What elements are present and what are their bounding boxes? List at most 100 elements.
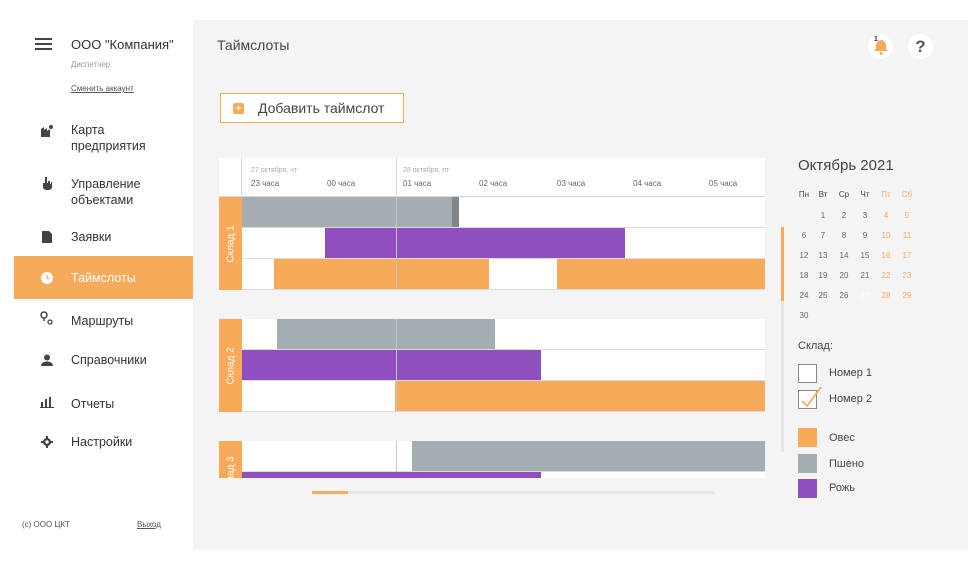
calendar-day[interactable]: 29 <box>902 291 912 300</box>
warehouse-group: Склад 1 <box>219 197 765 290</box>
warehouse-label: Склад 2 <box>219 319 242 412</box>
route-pin-icon <box>40 311 54 325</box>
sidebar-item-objects[interactable]: Управление объектами <box>14 176 193 212</box>
calendar-day[interactable]: 10 <box>881 231 891 240</box>
clock-icon <box>40 271 54 285</box>
calendar-day[interactable]: 20 <box>839 271 849 280</box>
logout-link[interactable]: Выход <box>137 520 161 529</box>
add-timeslot-label: Добавить таймслот <box>258 100 385 116</box>
calendar-day[interactable]: 26 <box>839 291 849 300</box>
add-timeslot-button[interactable]: + Добавить таймслот <box>220 93 404 123</box>
timeslot-bar-rye[interactable] <box>325 228 625 258</box>
timeline-hour: 02 часа <box>479 179 508 188</box>
warehouse-name: Склад 1 <box>225 224 236 263</box>
calendar-weekday: Чт <box>860 190 870 199</box>
calendar-day[interactable]: 22 <box>881 271 891 280</box>
horizontal-scroll-thumb[interactable] <box>312 491 348 494</box>
timeline-row <box>242 350 765 381</box>
timeslot-bar-rye[interactable] <box>242 472 541 478</box>
calendar-day[interactable]: 14 <box>839 251 849 260</box>
timeline-hour: 23 часа <box>251 179 280 188</box>
calendar-day[interactable]: 13 <box>818 251 828 260</box>
timeline-corner <box>219 158 242 197</box>
timeline-row <box>242 441 765 472</box>
calendar-day[interactable]: 25 <box>818 291 828 300</box>
sidebar-item-reports[interactable]: Отчеты <box>14 394 193 412</box>
menu-icon[interactable] <box>35 38 52 50</box>
day-divider <box>396 319 397 412</box>
calendar-weekday: Ср <box>838 190 850 199</box>
calendar-day[interactable]: 24 <box>799 291 809 300</box>
notifications-button[interactable]: 1 <box>868 34 893 59</box>
factory-map-icon <box>40 124 54 138</box>
day-divider <box>396 197 397 290</box>
sidebar-item-label: Отчеты <box>71 397 115 411</box>
calendar-day[interactable]: 16 <box>881 251 891 260</box>
sidebar-item-label: Таймслоты <box>71 271 136 285</box>
calendar-day[interactable]: 9 <box>862 231 868 240</box>
legend-label: Овес <box>829 432 855 444</box>
calendar-day[interactable]: 23 <box>902 271 912 280</box>
timeline-hour: 03 часа <box>557 179 586 188</box>
calendar-weekday: Вт <box>818 190 828 199</box>
timeline-hour: 00 часа <box>327 179 356 188</box>
vertical-scrollbar[interactable] <box>781 227 784 452</box>
timeslot-bar-millet[interactable] <box>242 197 459 227</box>
main-panel: Таймслоты 1 ? + Добавить таймслот 27 окт… <box>193 20 968 550</box>
sidebar-item-directories[interactable]: Справочники <box>14 352 193 370</box>
calendar-day[interactable]: 28 <box>881 291 891 300</box>
sidebar-item-settings[interactable]: Настройки <box>14 434 193 452</box>
horizontal-scrollbar[interactable] <box>312 491 715 494</box>
warehouse-label: Склад 3 <box>219 441 242 478</box>
bell-icon <box>873 39 888 55</box>
timeslot-bar-rye[interactable] <box>242 350 541 380</box>
legend-swatch-oats <box>798 428 817 447</box>
calendar-day[interactable]: 8 <box>841 231 847 240</box>
checkbox-label: Номер 1 <box>829 367 873 379</box>
help-button[interactable]: ? <box>908 34 933 59</box>
timeslot-handle[interactable] <box>452 197 459 227</box>
timeslot-bar-oats[interactable] <box>395 381 765 411</box>
user-role: Диспетчер <box>71 60 111 69</box>
timeslot-bar-millet[interactable] <box>412 441 765 471</box>
user-icon <box>40 353 54 367</box>
timeslot-timeline: 27 октября, чт 28 октября, пт 23 часа 00… <box>219 158 765 478</box>
timeslot-bar-millet[interactable] <box>277 319 495 349</box>
sidebar-item-label: Настройки <box>71 435 133 449</box>
calendar-day[interactable]: 19 <box>818 271 828 280</box>
calendar-day[interactable]: 15 <box>860 251 870 260</box>
calendar-day[interactable]: 7 <box>820 231 826 240</box>
legend-swatch-rye <box>798 479 817 498</box>
timeline-row <box>242 197 765 228</box>
checkbox-warehouse-1[interactable] <box>798 364 817 383</box>
calendar-day-selected[interactable]: 27 <box>855 288 875 304</box>
calendar-day[interactable]: 6 <box>801 231 807 240</box>
calendar-day[interactable]: 2 <box>841 211 847 220</box>
sidebar-item-map[interactable]: Карта предприятия <box>14 122 193 158</box>
warehouse-filter-label: Склад: <box>798 340 833 352</box>
sidebar-item-label: Маршруты <box>71 314 134 328</box>
warehouse-name: Склад 2 <box>225 346 236 385</box>
timeline-hour: 04 часа <box>633 179 662 188</box>
calendar-day[interactable]: 11 <box>902 231 912 240</box>
calendar-day[interactable]: 5 <box>904 211 910 220</box>
vertical-scroll-thumb[interactable] <box>781 227 784 301</box>
sidebar-item-label: Карта предприятия <box>71 123 146 153</box>
timeslot-bar-oats[interactable] <box>274 259 489 289</box>
calendar-day[interactable]: 4 <box>883 211 889 220</box>
checkbox-warehouse-2[interactable] <box>798 386 822 409</box>
calendar-day[interactable]: 12 <box>799 251 809 260</box>
calendar-day[interactable]: 3 <box>862 211 868 220</box>
calendar-day[interactable]: 1 <box>820 211 826 220</box>
sidebar-item-routes[interactable]: Маршруты <box>14 311 193 329</box>
calendar-day[interactable]: 21 <box>860 271 870 280</box>
sidebar-item-timeslots[interactable]: Таймслоты <box>14 256 193 299</box>
timeslot-bar-oats[interactable] <box>557 259 765 289</box>
switch-account-link[interactable]: Сменить аккаунт <box>71 84 134 93</box>
calendar-day[interactable]: 17 <box>902 251 912 260</box>
calendar-day[interactable]: 18 <box>799 271 809 280</box>
day-divider <box>396 158 397 197</box>
notifications-count: 1 <box>874 36 878 43</box>
sidebar-item-requests[interactable]: Заявки <box>14 229 193 247</box>
calendar-day[interactable]: 30 <box>799 311 809 320</box>
